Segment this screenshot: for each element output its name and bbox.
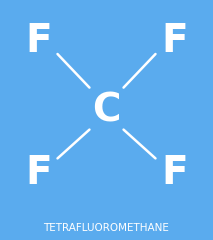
Text: F: F xyxy=(161,154,188,192)
Text: TETRAFLUOROMETHANE: TETRAFLUOROMETHANE xyxy=(44,223,169,233)
Text: F: F xyxy=(161,22,188,60)
Text: F: F xyxy=(25,154,52,192)
Text: C: C xyxy=(92,91,121,129)
Text: F: F xyxy=(25,22,52,60)
